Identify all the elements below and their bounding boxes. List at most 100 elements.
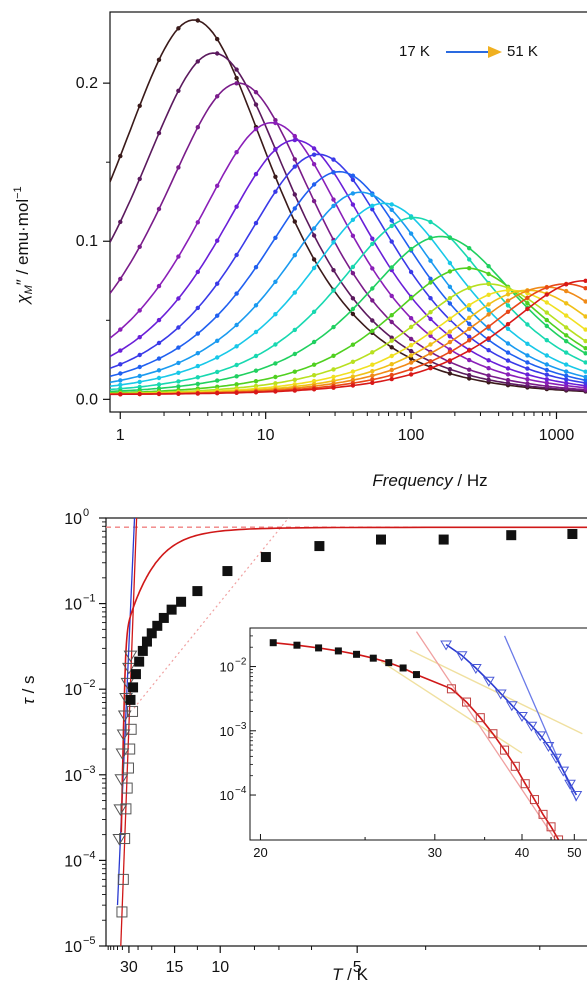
- top-series-point: [253, 265, 259, 270]
- top-series-point: [118, 153, 123, 159]
- red-fit-line: [120, 518, 138, 946]
- open-square-point: [120, 803, 132, 815]
- top-series-point: [389, 338, 394, 343]
- top-series-point: [389, 265, 394, 270]
- top-series-point: [525, 306, 530, 312]
- inset-pale-yellow-line-2: [380, 660, 523, 754]
- top-series-point: [215, 51, 220, 56]
- top-series-point: [176, 379, 181, 384]
- top-series-point: [544, 310, 549, 315]
- top-series-point: [525, 372, 530, 377]
- top-series-point: [467, 307, 472, 312]
- top-series-point: [350, 383, 356, 388]
- inset-y-tick-exponent: −3: [235, 721, 247, 732]
- top-series-point: [467, 357, 472, 363]
- top-y-tick-label: 0.2: [76, 75, 98, 92]
- top-series-point: [467, 348, 472, 353]
- top-series-point: [331, 170, 336, 175]
- inset-black-square-point: [369, 654, 377, 662]
- top-series-point: [564, 333, 569, 338]
- top-series-point: [311, 233, 317, 238]
- top-series-point: [234, 67, 239, 72]
- top-series-point: [428, 296, 433, 301]
- top-series-point: [292, 157, 297, 162]
- top-series-point: [215, 183, 220, 188]
- top-series-point: [118, 276, 123, 282]
- inset-black-square-point: [293, 641, 301, 649]
- bottom-x-tick-label: 10: [211, 959, 229, 976]
- top-series-point: [525, 381, 530, 386]
- top-series-point: [564, 373, 569, 378]
- top-series-point: [505, 292, 511, 297]
- top-series-point: [447, 301, 453, 306]
- top-series-point: [195, 391, 200, 396]
- top-series-point: [234, 81, 239, 86]
- top-series-point: [253, 368, 259, 373]
- top-series-point: [447, 296, 453, 301]
- top-series-point: [350, 311, 356, 317]
- top-y-tick-label: 0.1: [76, 233, 98, 250]
- filled-square-point: [158, 612, 169, 623]
- top-series-point: [118, 392, 123, 397]
- inset-y-tick-exponent: −4: [235, 785, 247, 796]
- top-series-point: [525, 341, 530, 346]
- filled-square-point: [438, 534, 449, 545]
- top-series-point: [311, 265, 317, 271]
- top-series-point: [389, 367, 394, 373]
- top-series-point: [234, 374, 239, 379]
- top-series-point: [428, 310, 433, 315]
- top-series-point: [176, 370, 181, 375]
- top-series-point: [389, 376, 394, 382]
- top-series-point: [525, 288, 530, 293]
- inset-blue-triangle-point: [534, 731, 547, 742]
- bottom-y-tick-exponent: −2: [83, 678, 96, 690]
- top-series-point: [331, 374, 336, 380]
- top-series-point: [408, 215, 414, 220]
- top-series-point: [292, 253, 297, 258]
- top-series-point: [583, 278, 587, 283]
- top-series-point: [486, 324, 491, 329]
- top-series-point: [408, 296, 414, 301]
- inset-blue-triangle-point: [564, 779, 576, 790]
- inset-background: [250, 628, 587, 840]
- top-series-point: [525, 295, 530, 300]
- top-series-point: [273, 342, 278, 347]
- top-series-point: [273, 361, 278, 366]
- open-square-point: [119, 833, 131, 845]
- top-series-point: [564, 369, 569, 374]
- filled-square-point: [222, 566, 233, 577]
- top-series-point: [311, 257, 317, 262]
- top-series-point: [447, 329, 453, 334]
- top-chart-chi-vs-frequency: 1 10 100 1000 0.0 0.1 0.2 Frequency / Hz χM″ …: [12, 11, 587, 490]
- inset-black-square-point: [399, 664, 407, 672]
- top-series-point: [350, 359, 356, 364]
- top-series-line: [110, 82, 587, 391]
- inset-red-open-square-point: [510, 761, 520, 771]
- top-series-point: [273, 279, 278, 284]
- bottom-y-tick-label: 10: [64, 597, 82, 614]
- open-triangle-point: [115, 748, 130, 760]
- top-series-point: [350, 191, 356, 196]
- top-series-point: [389, 319, 394, 325]
- top-series-point: [525, 377, 530, 382]
- top-series-line: [110, 202, 587, 387]
- legend-arrow-head: [488, 46, 502, 58]
- top-series-line: [110, 170, 587, 382]
- top-x-tick-label: 1000: [539, 427, 575, 444]
- open-triangle-point: [114, 774, 129, 786]
- top-series-point: [176, 391, 181, 396]
- inset-x-tick-label: 20: [253, 845, 267, 860]
- top-series-point: [447, 358, 453, 363]
- top-series-point: [195, 363, 200, 369]
- top-series-point: [408, 269, 414, 275]
- top-series-point: [467, 338, 472, 343]
- top-series-point: [137, 364, 142, 370]
- top-series-point: [292, 219, 297, 224]
- inset-red-open-square-point: [500, 745, 510, 755]
- inset-y-ticks: 10−210−310−4: [220, 635, 256, 803]
- bottom-x-tick-label: 15: [166, 959, 184, 976]
- top-series-point: [525, 353, 530, 358]
- top-series-point: [195, 18, 200, 23]
- top-series-line: [110, 280, 587, 396]
